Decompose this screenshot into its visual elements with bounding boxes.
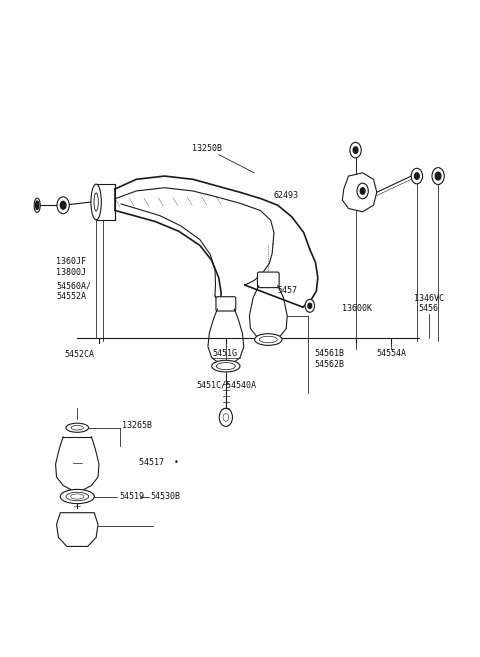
Ellipse shape xyxy=(254,334,282,346)
Ellipse shape xyxy=(66,492,89,501)
Text: 54530B: 54530B xyxy=(150,492,180,501)
Ellipse shape xyxy=(71,426,84,430)
Text: 5457: 5457 xyxy=(278,286,298,296)
Text: 54560A/
54552A: 54560A/ 54552A xyxy=(56,281,91,300)
Text: 62493: 62493 xyxy=(274,191,299,200)
Circle shape xyxy=(432,168,444,185)
Circle shape xyxy=(219,408,232,426)
Text: 54517  •: 54517 • xyxy=(139,459,179,467)
Ellipse shape xyxy=(94,193,98,211)
Text: 13250B: 13250B xyxy=(192,145,222,153)
Ellipse shape xyxy=(66,423,89,432)
Ellipse shape xyxy=(212,360,240,372)
Circle shape xyxy=(415,173,419,179)
Text: 5452CA: 5452CA xyxy=(65,350,95,359)
Ellipse shape xyxy=(91,184,101,220)
Ellipse shape xyxy=(71,494,84,499)
FancyBboxPatch shape xyxy=(257,272,279,288)
Text: 1360JF
13800J: 1360JF 13800J xyxy=(56,257,86,277)
Circle shape xyxy=(305,300,314,312)
Ellipse shape xyxy=(36,201,39,210)
Circle shape xyxy=(350,143,361,158)
Ellipse shape xyxy=(216,363,235,370)
Text: 13600K: 13600K xyxy=(342,304,372,313)
Circle shape xyxy=(60,201,66,209)
Circle shape xyxy=(57,197,69,214)
Polygon shape xyxy=(342,173,377,212)
Circle shape xyxy=(435,172,441,180)
Text: 13265B: 13265B xyxy=(122,421,152,430)
Circle shape xyxy=(353,147,358,153)
Text: 54554A: 54554A xyxy=(376,350,406,358)
Text: 5451G: 5451G xyxy=(213,350,238,358)
Text: 54561B
54562B: 54561B 54562B xyxy=(314,350,345,369)
Text: 54519: 54519 xyxy=(120,492,145,501)
Text: 1346VC
5456: 1346VC 5456 xyxy=(414,294,444,313)
Circle shape xyxy=(411,168,422,184)
FancyBboxPatch shape xyxy=(96,184,115,220)
Text: 5451C/54540A: 5451C/54540A xyxy=(197,380,257,390)
Ellipse shape xyxy=(60,489,94,504)
Polygon shape xyxy=(57,512,98,547)
Circle shape xyxy=(360,188,365,194)
Ellipse shape xyxy=(259,336,277,343)
Ellipse shape xyxy=(34,198,40,212)
Circle shape xyxy=(223,413,228,421)
FancyBboxPatch shape xyxy=(216,297,236,311)
Circle shape xyxy=(308,303,312,308)
Circle shape xyxy=(357,183,368,199)
